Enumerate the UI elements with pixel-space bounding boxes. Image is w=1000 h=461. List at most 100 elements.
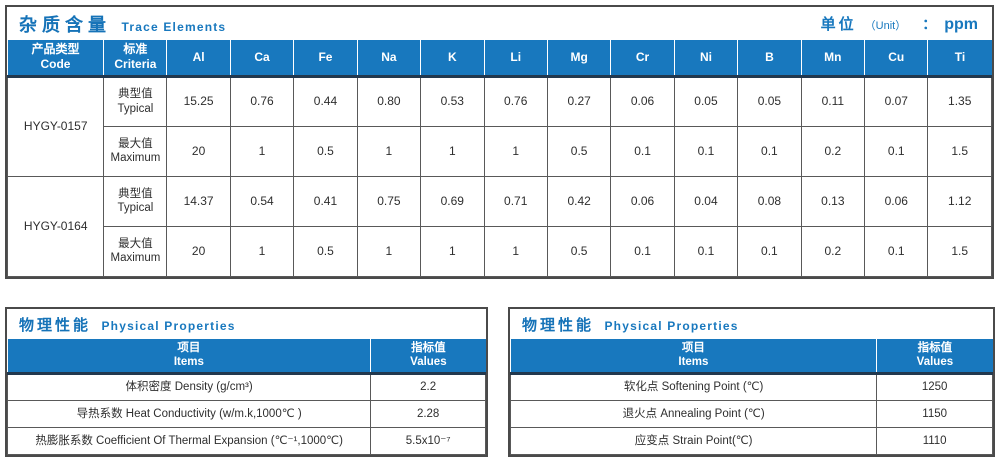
value-cell: 1: [420, 125, 485, 177]
physical-left-row-density: 体积密度 Density (g/cm³) 2.2: [6, 372, 486, 401]
value-cell: 0.05: [673, 75, 739, 127]
physical-properties-left-section: 物理性能 Physical Properties 项目 Items 指标值 Va…: [5, 307, 488, 457]
value-cell: 0.06: [864, 175, 929, 227]
col-header-criteria-en: Criteria: [114, 57, 157, 72]
col-header-element-al: Al: [166, 40, 231, 78]
value-cell: 1110: [876, 426, 993, 455]
col-header-items-zh: 项目: [681, 342, 705, 354]
value-cell: 1: [356, 225, 422, 277]
unit-colon: ：: [922, 16, 937, 32]
value-cell: 1250: [876, 372, 993, 401]
physical-right-row-softening-point: 软化点 Softening Point (℃) 1250: [509, 372, 993, 401]
item-cell: 热膨胀系数 Coefficient Of Thermal Expansion (…: [6, 426, 372, 455]
value-cell: 0.5: [293, 125, 358, 177]
physical-left-header-row: 项目 Items 指标值 Values: [7, 339, 486, 375]
value-cell: 0.42: [546, 175, 612, 227]
criteria-typical-en: Typical: [117, 102, 154, 115]
value-cell: 0.1: [610, 125, 675, 177]
col-header-values-zh: 指标值: [411, 342, 446, 354]
col-header-element-li: Li: [483, 40, 548, 78]
col-header-product-code: 产品类型 Code: [7, 40, 104, 78]
item-cell: 体积密度 Density (g/cm³): [6, 372, 372, 401]
value-cell: 0.1: [864, 225, 929, 277]
col-header-element-cr: Cr: [610, 40, 675, 78]
criteria-typical-en: Typical: [117, 202, 154, 214]
item-cell: 退火点 Annealing Point (℃): [509, 399, 878, 428]
col-header-element-b: B: [737, 40, 802, 78]
col-header-criteria-zh: 标准: [123, 42, 148, 57]
value-cell: 0.1: [673, 225, 739, 277]
value-cell: 15.25: [166, 75, 231, 127]
physical-left-row-thermal-expansion: 热膨胀系数 Coefficient Of Thermal Expansion (…: [6, 426, 486, 455]
value-cell: 1: [229, 225, 295, 277]
value-cell: 0.27: [546, 75, 612, 127]
product-code-cell: HYGY-0164: [6, 175, 105, 277]
criteria-maximum-cell: 最大值 Maximum: [103, 125, 168, 177]
physical-right-row-annealing-point: 退火点 Annealing Point (℃) 1150: [509, 399, 993, 428]
value-cell: 0.54: [229, 175, 295, 227]
col-header-element-cu: Cu: [864, 40, 928, 78]
trace-elements-table: 产品类型 Code 标准 Criteria Al Ca Fe Na K Li M…: [6, 40, 992, 277]
criteria-typical-cell: 典型值 Typical: [103, 75, 168, 127]
physical-properties-right-section: 物理性能 Physical Properties 项目 Items 指标值 Va…: [508, 307, 995, 457]
physical-right-title-zh: 物理性能: [522, 316, 595, 334]
value-cell: 0.76: [483, 75, 548, 127]
trace-row-hygy0157-typical: HYGY-0157 典型值 Typical 15.25 0.76 0.44 0.…: [6, 75, 992, 177]
trace-title-en: Trace Elements: [121, 19, 227, 34]
value-cell: 1: [483, 225, 548, 277]
value-cell: 2.28: [370, 399, 486, 428]
value-cell: 0.5: [293, 225, 358, 277]
unit-en: （Unit）: [864, 20, 907, 32]
unit-zh: 单位: [820, 16, 857, 33]
value-cell: 0.53: [420, 75, 485, 127]
physical-right-title: 物理性能 Physical Properties: [522, 314, 739, 335]
value-cell: 1.35: [927, 75, 992, 127]
col-header-items-en: Items: [678, 356, 709, 369]
value-cell: 0.44: [293, 75, 358, 127]
criteria-maximum-en: Maximum: [110, 252, 161, 264]
value-cell: 0.08: [737, 175, 802, 227]
criteria-typical-cell: 典型值 Typical: [103, 175, 168, 227]
item-cell: 软化点 Softening Point (℃): [509, 372, 878, 401]
col-header-element-fe: Fe: [293, 40, 358, 78]
physical-left-row-heat-conductivity: 导热系数 Heat Conductivity (w/m.k,1000℃ ) 2.…: [6, 399, 486, 428]
value-cell: 0.5: [546, 125, 612, 177]
item-cell: 导热系数 Heat Conductivity (w/m.k,1000℃ ): [6, 399, 372, 428]
trace-row-hygy0164-typical: HYGY-0164 典型值 Typical 14.37 0.54 0.41 0.…: [6, 175, 992, 277]
value-cell: 0.5: [546, 225, 612, 277]
value-cell: 0.76: [229, 75, 295, 127]
physical-left-title-row: 物理性能 Physical Properties: [7, 309, 486, 339]
physical-right-header-row: 项目 Items 指标值 Values: [510, 339, 993, 375]
col-header-items-zh: 项目: [177, 342, 201, 354]
criteria-maximum-en: Maximum: [110, 152, 161, 164]
physical-left-title: 物理性能 Physical Properties: [19, 314, 236, 335]
value-cell: 0.75: [356, 175, 422, 227]
trace-row-hygy0164-maximum: 最大值 Maximum 20 1 0.5 1 1 1 0.5 0.1 0.1 0…: [8, 225, 992, 277]
trace-row-hygy0157-maximum: 最大值 Maximum 20 1 0.5 1 1 1 0.5 0.1 0.1 0…: [8, 125, 992, 177]
col-header-element-ti: Ti: [927, 40, 992, 78]
value-cell: 0.80: [356, 75, 422, 127]
trace-title-row: 杂质含量 Trace Elements 单位 （Unit） ： ppm: [7, 7, 992, 40]
value-cell: 0.41: [293, 175, 358, 227]
col-header-values-zh: 指标值: [917, 342, 953, 354]
physical-left-title-en: Physical Properties: [101, 318, 236, 333]
value-cell: 0.13: [800, 175, 866, 227]
value-cell: 1: [356, 125, 422, 177]
value-cell: 20: [166, 225, 231, 277]
trace-elements-section: 杂质含量 Trace Elements 单位 （Unit） ： ppm 产品类型…: [5, 5, 994, 279]
value-cell: 0.07: [864, 75, 929, 127]
physical-left-title-zh: 物理性能: [19, 316, 92, 334]
unit-label: 单位 （Unit） ： ppm: [821, 13, 978, 34]
value-cell: 0.1: [610, 225, 675, 277]
col-header-values: 指标值 Values: [370, 339, 486, 375]
col-header-values-en: Values: [410, 356, 447, 369]
value-cell: 0.71: [483, 175, 548, 227]
col-header-element-na: Na: [356, 40, 421, 78]
value-cell: 0.1: [864, 125, 929, 177]
trace-header-row: 产品类型 Code 标准 Criteria Al Ca Fe Na K Li M…: [7, 40, 992, 78]
value-cell: 0.06: [610, 75, 675, 127]
value-cell: 0.06: [610, 175, 675, 227]
col-header-criteria: 标准 Criteria: [103, 40, 167, 78]
criteria-maximum-cell: 最大值 Maximum: [103, 225, 168, 277]
value-cell: 1.5: [927, 225, 992, 277]
